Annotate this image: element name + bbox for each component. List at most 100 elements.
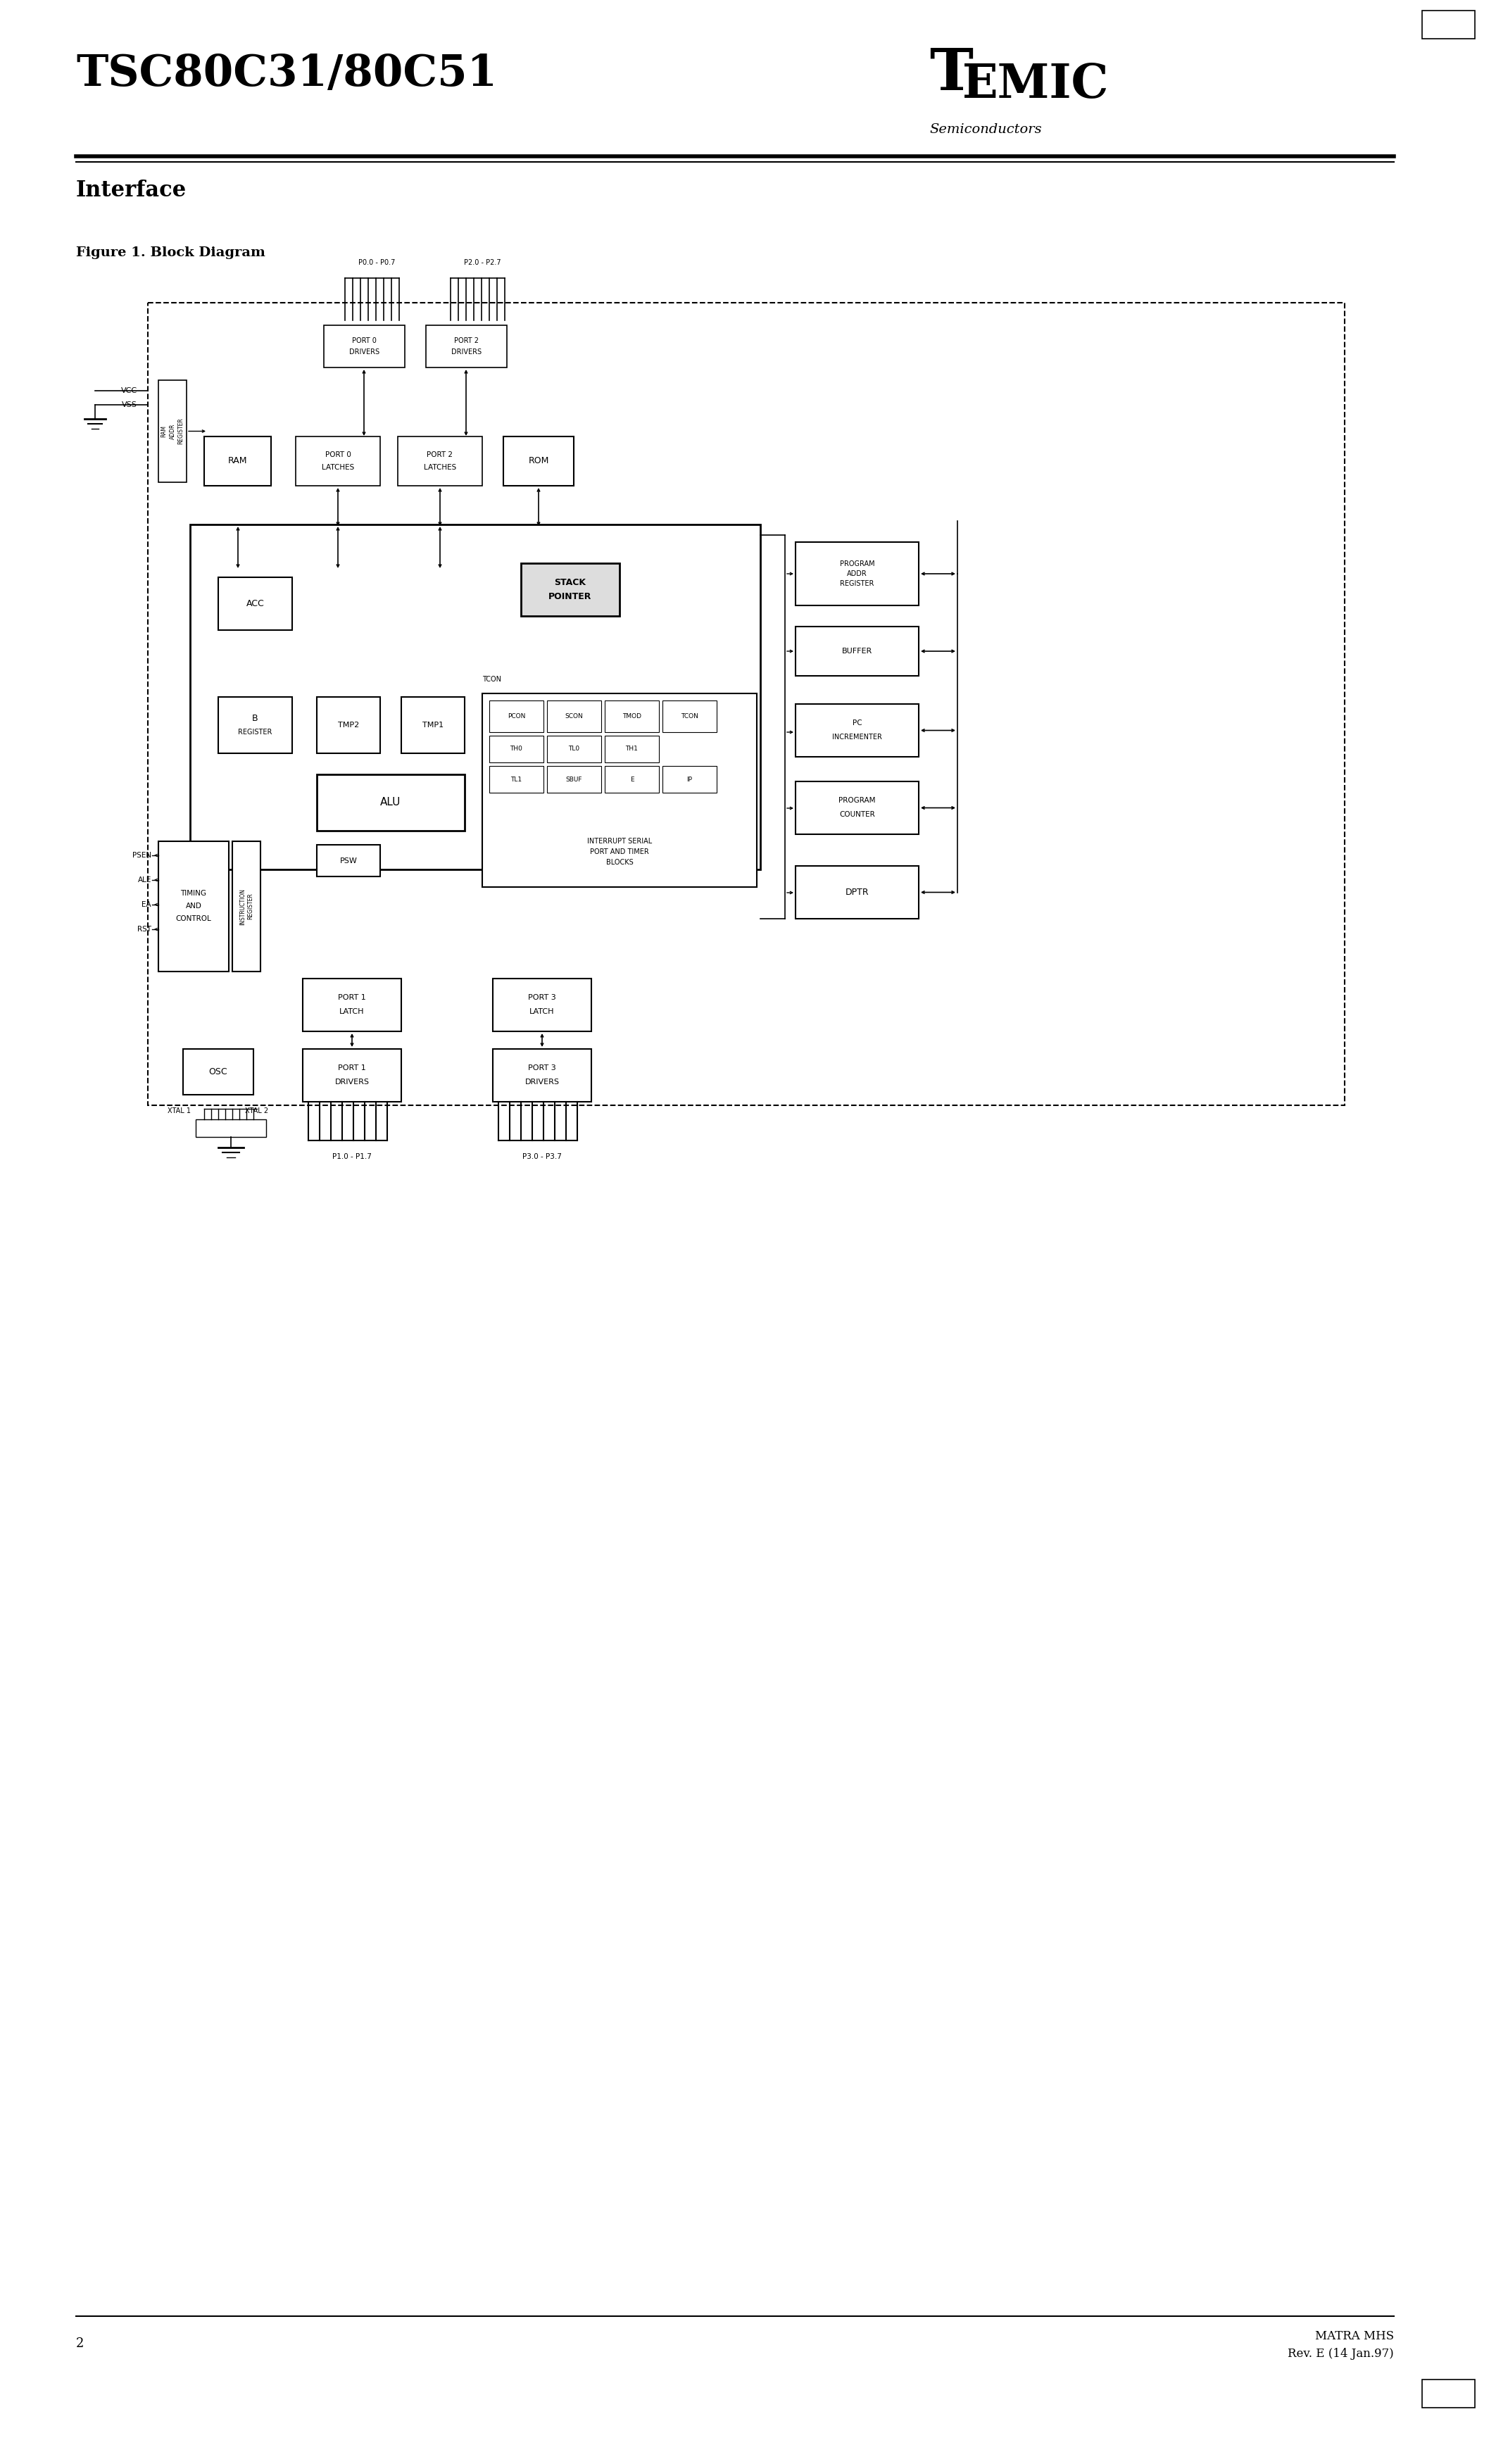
Text: PROGRAM: PROGRAM: [839, 798, 875, 803]
Bar: [604, 737, 658, 761]
Bar: [489, 700, 543, 732]
Text: DRIVERS: DRIVERS: [335, 1079, 370, 1087]
Bar: [196, 1119, 266, 1136]
Bar: [663, 700, 717, 732]
Text: P0.0 - P0.7: P0.0 - P0.7: [358, 259, 395, 266]
Text: XTAL 1: XTAL 1: [168, 1106, 191, 1114]
Text: DRIVERS: DRIVERS: [452, 347, 482, 355]
Bar: [492, 978, 591, 1032]
Text: RST: RST: [138, 926, 151, 934]
Text: TL1: TL1: [510, 776, 522, 784]
Text: ALU: ALU: [380, 798, 401, 808]
Text: TL0: TL0: [568, 747, 580, 752]
Text: RAM: RAM: [227, 456, 247, 466]
Bar: [398, 436, 482, 485]
Text: PORT 3: PORT 3: [528, 1064, 557, 1072]
Bar: [548, 737, 601, 761]
Text: STACK: STACK: [555, 579, 586, 586]
Bar: [159, 840, 229, 971]
Bar: [203, 436, 271, 485]
Bar: [482, 692, 757, 887]
Bar: [426, 325, 507, 367]
Text: PORT 3: PORT 3: [528, 995, 557, 1000]
Text: INTERRUPT SERIAL: INTERRUPT SERIAL: [586, 838, 652, 845]
Text: TMP2: TMP2: [338, 722, 359, 729]
Text: PROGRAM: PROGRAM: [839, 559, 875, 567]
Bar: [401, 697, 465, 754]
Bar: [492, 1050, 591, 1101]
Text: PCON: PCON: [507, 712, 525, 719]
Text: LATCHES: LATCHES: [322, 463, 355, 471]
Text: TH1: TH1: [625, 747, 639, 752]
Bar: [1423, 10, 1475, 39]
Text: INSTRUCTION
REGISTER: INSTRUCTION REGISTER: [239, 887, 253, 924]
Text: T: T: [929, 47, 972, 101]
Bar: [521, 564, 619, 616]
Text: PSEN: PSEN: [132, 853, 151, 860]
Text: Interface: Interface: [76, 180, 187, 202]
Text: EA: EA: [142, 902, 151, 909]
Bar: [796, 705, 919, 756]
Text: PORT 2: PORT 2: [455, 338, 479, 345]
Text: RAM
ADDR
REGISTER: RAM ADDR REGISTER: [162, 419, 184, 444]
Bar: [796, 542, 919, 606]
Text: PORT 1: PORT 1: [338, 1064, 367, 1072]
Text: AND: AND: [186, 902, 202, 909]
Text: P2.0 - P2.7: P2.0 - P2.7: [464, 259, 501, 266]
Text: E: E: [630, 776, 634, 784]
Text: PORT 0: PORT 0: [352, 338, 377, 345]
Text: TSC80C31/80C51: TSC80C31/80C51: [76, 52, 497, 96]
Bar: [1423, 2380, 1475, 2407]
Text: INCREMENTER: INCREMENTER: [832, 734, 883, 742]
Bar: [218, 577, 292, 631]
Bar: [489, 737, 543, 761]
Text: VSS: VSS: [121, 402, 138, 409]
Text: DRIVERS: DRIVERS: [349, 347, 380, 355]
Text: TCON: TCON: [482, 675, 501, 683]
Text: TH0: TH0: [510, 747, 522, 752]
Text: P3.0 - P3.7: P3.0 - P3.7: [522, 1153, 562, 1161]
Bar: [302, 978, 401, 1032]
Text: LATCH: LATCH: [530, 1008, 555, 1015]
Bar: [317, 774, 465, 830]
Text: LATCHES: LATCHES: [423, 463, 456, 471]
Text: VCC: VCC: [121, 387, 138, 394]
Text: XTAL 2: XTAL 2: [245, 1106, 269, 1114]
Text: CONTROL: CONTROL: [175, 917, 211, 922]
Text: PC: PC: [853, 719, 862, 727]
Text: REGISTER: REGISTER: [841, 579, 874, 586]
Bar: [489, 766, 543, 793]
Bar: [548, 766, 601, 793]
Text: TMP1: TMP1: [422, 722, 443, 729]
Bar: [148, 303, 1345, 1106]
Bar: [796, 626, 919, 675]
Text: PORT AND TIMER: PORT AND TIMER: [589, 848, 649, 855]
Bar: [302, 1050, 401, 1101]
Bar: [604, 700, 658, 732]
Bar: [503, 436, 574, 485]
Text: MATRA MHS: MATRA MHS: [1315, 2331, 1394, 2343]
Bar: [317, 697, 380, 754]
Text: PORT 2: PORT 2: [426, 451, 453, 458]
Text: Semiconductors: Semiconductors: [929, 123, 1041, 136]
Text: TMOD: TMOD: [622, 712, 642, 719]
Text: SCON: SCON: [565, 712, 583, 719]
Text: DRIVERS: DRIVERS: [525, 1079, 560, 1087]
Text: LATCH: LATCH: [340, 1008, 365, 1015]
Text: ACC: ACC: [247, 599, 265, 609]
Text: PORT 1: PORT 1: [338, 995, 367, 1000]
Text: PORT 0: PORT 0: [325, 451, 352, 458]
Text: ROM: ROM: [528, 456, 549, 466]
Bar: [323, 325, 405, 367]
Text: DPTR: DPTR: [845, 887, 869, 897]
Text: COUNTER: COUNTER: [839, 811, 875, 818]
Bar: [296, 436, 380, 485]
Bar: [317, 845, 380, 877]
Bar: [663, 766, 717, 793]
Text: BLOCKS: BLOCKS: [606, 860, 633, 865]
Text: TCON: TCON: [681, 712, 699, 719]
Text: P1.0 - P1.7: P1.0 - P1.7: [332, 1153, 371, 1161]
Bar: [796, 781, 919, 835]
Bar: [796, 865, 919, 919]
Bar: [218, 697, 292, 754]
